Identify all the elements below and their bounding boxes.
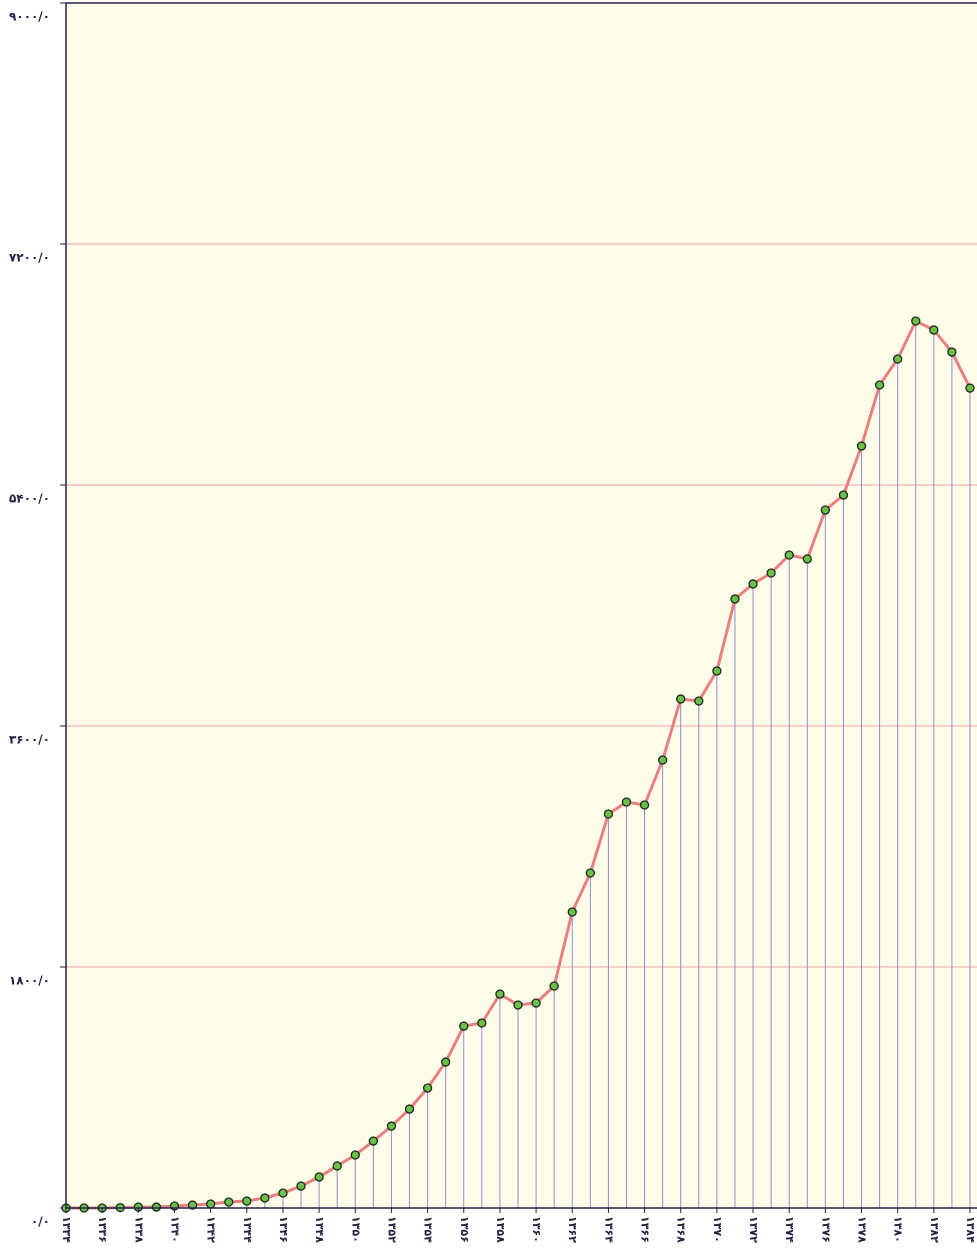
x-tick-label: ۱۳۳۶ — [96, 1216, 109, 1243]
x-tick-label: ۱۳۷۲ — [747, 1216, 760, 1243]
data-point — [332, 1161, 342, 1171]
x-tick-label: ۱۳۶۲ — [566, 1216, 579, 1243]
x-tick-label: ۱۳۳۸ — [132, 1216, 145, 1243]
x-tick-label: ۱۳۶۰ — [530, 1216, 543, 1243]
data-point — [676, 694, 686, 704]
x-tick-label: ۱۳۵۰ — [349, 1216, 362, 1243]
data-point — [187, 1200, 198, 1210]
data-point — [260, 1193, 270, 1203]
data-point — [947, 347, 957, 357]
x-tick-label: ۱۳۴۸ — [313, 1216, 326, 1243]
data-point — [893, 354, 903, 364]
data-point — [567, 907, 577, 917]
data-point — [296, 1181, 306, 1191]
x-tick-label: ۱۳۷۶ — [819, 1216, 832, 1243]
data-point — [495, 989, 505, 999]
data-point — [856, 441, 867, 451]
data-point — [585, 868, 595, 878]
data-point — [603, 809, 614, 819]
x-tick-label: ۱۳۶۶ — [639, 1216, 652, 1243]
y-tick-label: ۱۸۰۰/۰ — [9, 974, 50, 988]
data-point — [874, 380, 885, 390]
data-point — [820, 505, 831, 515]
data-point — [911, 316, 921, 326]
x-tick-label: ۱۳۵۴ — [422, 1216, 435, 1243]
data-point — [422, 1083, 433, 1093]
x-tick-label: ۱۳۸۴ — [964, 1216, 977, 1243]
x-tick-label: ۱۳۵۲ — [385, 1216, 398, 1243]
data-point — [151, 1202, 162, 1212]
data-point — [657, 755, 668, 765]
data-point — [549, 981, 559, 991]
data-point — [242, 1196, 252, 1206]
y-tick-label: ۰/۰ — [31, 1215, 50, 1229]
x-tick-label: ۱۳۴۶ — [277, 1216, 290, 1243]
data-point — [712, 666, 722, 676]
x-tick-label: ۱۳۵۶ — [458, 1216, 471, 1243]
x-tick-label: ۱۳۶۴ — [602, 1216, 615, 1243]
data-point — [621, 797, 632, 807]
data-point — [784, 550, 794, 560]
data-point — [965, 383, 975, 393]
x-tick-label: ۱۳۸۰ — [892, 1216, 905, 1243]
data-point — [205, 1199, 216, 1209]
x-tick-label: ۱۳۷۸ — [856, 1216, 869, 1243]
data-point — [386, 1121, 397, 1131]
data-point — [802, 554, 812, 564]
x-tick-label: ۱۳۷۴ — [783, 1216, 796, 1243]
data-point — [350, 1150, 360, 1160]
data-point — [459, 1021, 469, 1031]
data-point — [929, 325, 939, 335]
data-point — [639, 800, 650, 810]
data-point — [694, 696, 704, 706]
x-tick-label: ۱۳۳۴ — [60, 1216, 73, 1243]
data-point — [368, 1136, 379, 1146]
data-point — [748, 579, 758, 589]
data-point — [404, 1104, 415, 1114]
x-tick-label: ۱۳۸۲ — [928, 1216, 941, 1243]
data-point — [730, 594, 740, 604]
data-point — [441, 1057, 451, 1067]
y-tick-label: ۹۰۰۰/۰ — [9, 10, 50, 24]
y-tick-label: ۳۶۰۰/۰ — [9, 733, 50, 747]
x-tick-label: ۱۳۴۰ — [168, 1216, 181, 1243]
data-point — [513, 1000, 523, 1010]
x-tick-label: ۱۳۴۲ — [205, 1216, 218, 1243]
plot-frame — [65, 2, 977, 1209]
plot-background — [66, 3, 977, 1208]
data-point — [224, 1197, 234, 1207]
x-tick-label: ۱۳۵۸ — [494, 1216, 507, 1243]
y-tick-label: ۵۴۰۰/۰ — [9, 492, 50, 506]
x-tick-label: ۱۳۶۸ — [675, 1216, 688, 1243]
data-point — [314, 1172, 324, 1182]
data-point — [531, 998, 541, 1008]
x-tick-label: ۱۳۷۰ — [711, 1216, 724, 1243]
data-point — [766, 568, 776, 578]
data-point — [278, 1188, 288, 1198]
y-tick-label: ۷۲۰۰/۰ — [9, 251, 50, 265]
data-point — [838, 490, 849, 500]
data-point — [477, 1018, 487, 1028]
x-tick-label: ۱۳۴۴ — [241, 1216, 254, 1243]
